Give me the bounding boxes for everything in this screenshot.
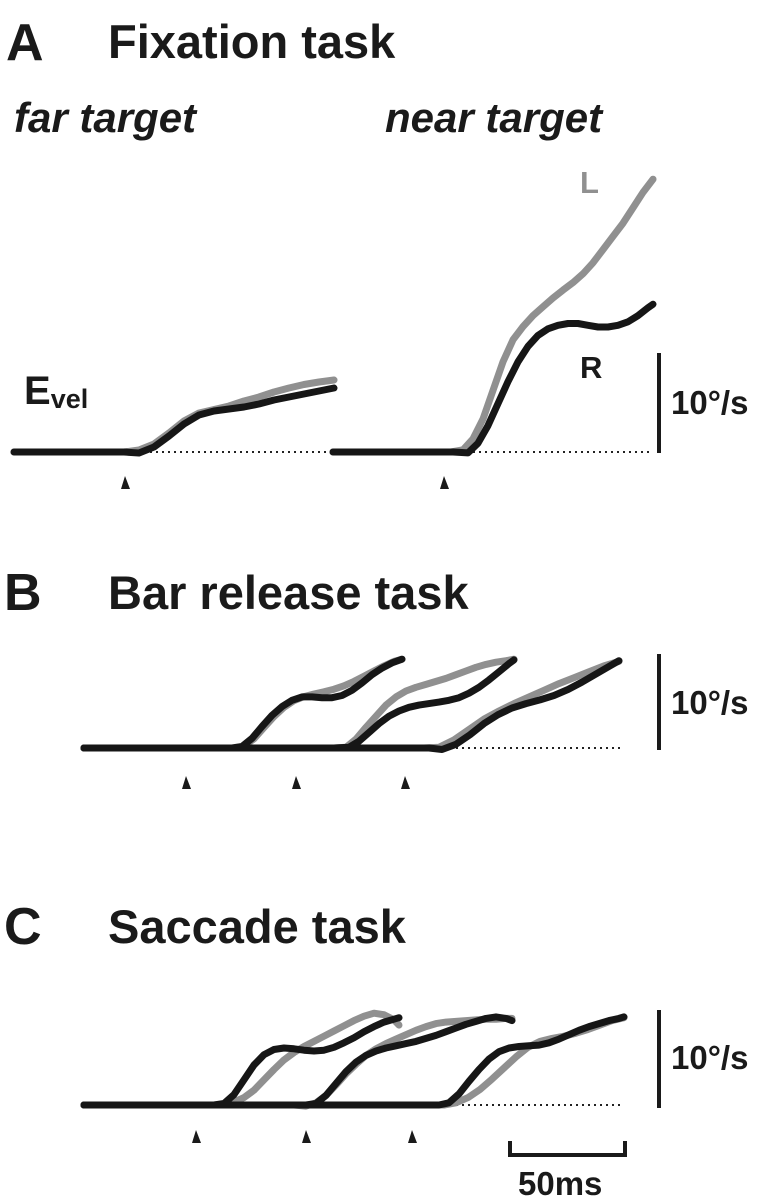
panel-a: A Fixation task far target near target E… [6, 14, 748, 489]
panel-a-letter: A [6, 14, 44, 72]
panel-c-time-scale-bar [508, 1141, 627, 1157]
panel-c-scale-label: 10°/s [671, 1039, 748, 1076]
trace-c-right-eye-3 [80, 1013, 628, 1109]
panel-c-title: Saccade task [108, 900, 407, 953]
trace-c-left-eye-1 [80, 1009, 403, 1109]
panel-b-onset-arrow-1 [182, 776, 191, 789]
evel-label-sub: vel [51, 384, 89, 414]
panel-c-time-scale-label: 50ms [518, 1165, 602, 1199]
panel-a-title: Fixation task [108, 15, 396, 68]
panel-c-letter: C [4, 898, 42, 956]
panel-a-near-onset-arrow [440, 476, 449, 489]
trace-b-left-eye-3 [80, 657, 623, 752]
trace-b-right-eye-1 [80, 655, 406, 752]
left-eye-label: L [580, 165, 599, 200]
panel-a-scale-label: 10°/s [671, 384, 748, 421]
panel-b-onset-arrow-2 [292, 776, 301, 789]
panel-c-traces [80, 1009, 628, 1110]
panel-a-far-traces [10, 376, 338, 457]
trace-near-right-eye-1 [329, 300, 657, 457]
panel-b-letter: B [4, 564, 42, 622]
panel-b-traces [80, 655, 623, 753]
far-target-label: far target [14, 94, 198, 141]
panel-c-onset-arrow-1 [192, 1130, 201, 1143]
evel-label: Evel [24, 369, 88, 414]
evel-label-main: E [24, 369, 51, 413]
panel-c-onset-arrow-2 [302, 1130, 311, 1143]
trace-b-right-eye-3 [80, 657, 623, 753]
panel-c-onset-arrow-3 [408, 1130, 417, 1143]
trace-far-right-eye-1 [10, 384, 338, 457]
trace-b-left-eye-1 [80, 655, 406, 752]
trace-c-right-eye-2 [80, 1013, 516, 1109]
panel-b-onset-arrow-3 [401, 776, 410, 789]
panel-c: C Saccade task 10°/s 50ms [4, 898, 748, 1199]
panel-a-near-traces [329, 175, 657, 457]
near-target-label: near target [385, 94, 604, 141]
right-eye-label: R [580, 350, 602, 385]
panel-a-far-onset-arrow [121, 476, 130, 489]
panel-b-title: Bar release task [108, 566, 469, 619]
panel-b: B Bar release task 10°/s [4, 564, 748, 789]
trace-b-right-eye-2 [80, 656, 518, 752]
panel-b-scale-label: 10°/s [671, 684, 748, 721]
